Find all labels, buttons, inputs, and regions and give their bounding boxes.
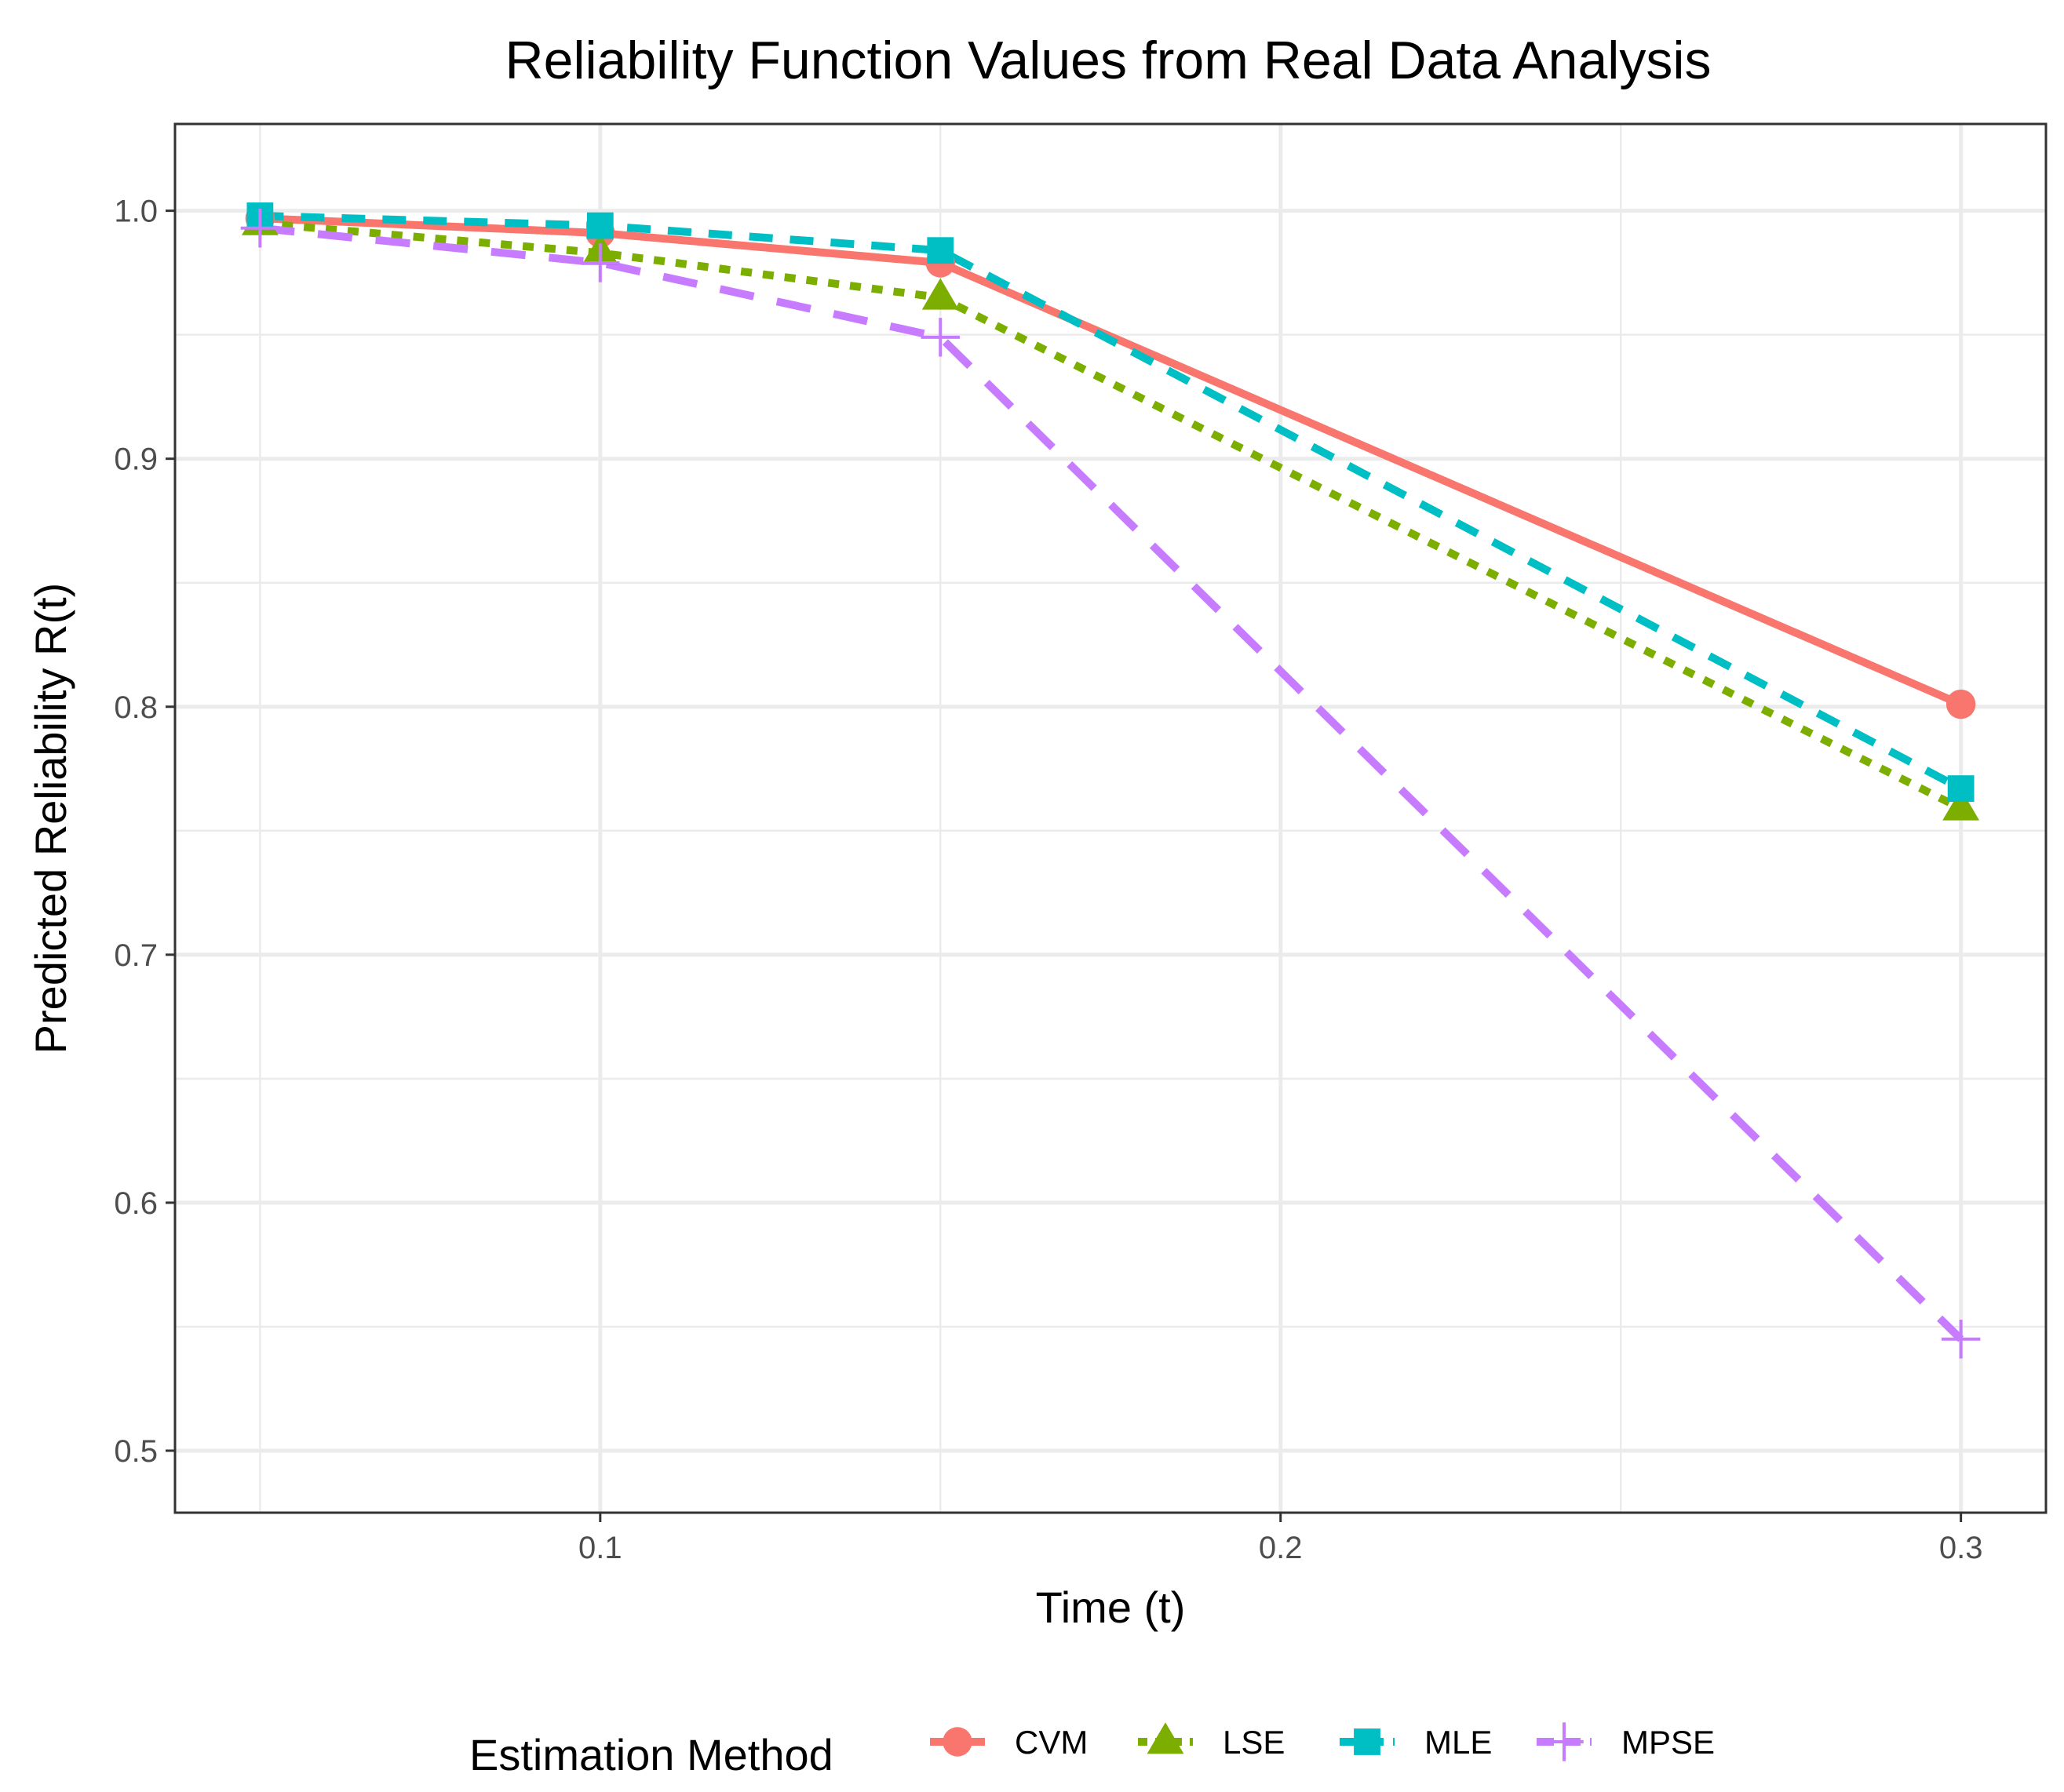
legend-label-mle: MLE xyxy=(1424,1724,1492,1761)
legend-key-marker-cvm xyxy=(943,1727,972,1757)
data-point-mpse xyxy=(581,243,620,282)
y-tick-label: 0.9 xyxy=(114,443,158,477)
legend-key-marker-mpse xyxy=(1544,1722,1584,1761)
series-lines xyxy=(259,211,1964,1342)
legend-title: Estimation Method xyxy=(469,1730,833,1779)
y-tick-label: 0.8 xyxy=(114,690,158,725)
y-tick-label: 0.6 xyxy=(114,1186,158,1221)
series-points xyxy=(240,202,1981,1359)
plot-panel-border xyxy=(173,122,2048,1514)
chart-title: Reliability Function Values from Real Da… xyxy=(505,31,1712,90)
series-line-mpse xyxy=(259,224,1964,1342)
major-grid xyxy=(175,124,2046,1513)
data-point-mle xyxy=(586,212,614,239)
x-tick-label: 0.2 xyxy=(1259,1531,1303,1565)
data-point-cvm xyxy=(1945,689,1976,719)
data-point-mpse xyxy=(240,209,280,248)
legend-label-mpse: MPSE xyxy=(1621,1724,1715,1761)
legend-label-cvm: CVM xyxy=(1015,1724,1088,1761)
data-point-mle xyxy=(1947,775,1975,802)
series-line-lse xyxy=(259,219,1963,812)
x-tick-label: 0.1 xyxy=(578,1531,622,1565)
series-line-mle xyxy=(260,211,1963,792)
y-tick-label: 1.0 xyxy=(114,195,158,229)
data-point-lse xyxy=(1942,789,1980,821)
legend-key-marker-lse xyxy=(1147,1722,1184,1754)
x-axis-ticks: 0.1 0.2 0.3 xyxy=(578,1513,1982,1565)
y-axis-ticks: 0.5 0.6 0.7 0.8 0.9 1.0 xyxy=(114,195,175,1469)
x-axis-title: Time (t) xyxy=(1036,1583,1186,1632)
legend-key-marker-mle xyxy=(1354,1728,1380,1755)
x-tick-label: 0.3 xyxy=(1939,1531,1983,1565)
legend-label-lse: LSE xyxy=(1223,1724,1285,1761)
y-axis-title: Predicted Reliability R(t) xyxy=(26,583,75,1054)
legend: Estimation Method CVM LSE MLE MPSE xyxy=(469,1722,1715,1779)
data-point-mle xyxy=(927,237,954,264)
series-line-cvm xyxy=(260,214,1963,708)
data-point-lse xyxy=(921,278,959,310)
y-tick-label: 0.7 xyxy=(114,938,158,973)
data-point-mpse xyxy=(921,318,960,357)
y-tick-label: 0.5 xyxy=(114,1434,158,1469)
data-point-mpse xyxy=(1941,1320,1981,1359)
